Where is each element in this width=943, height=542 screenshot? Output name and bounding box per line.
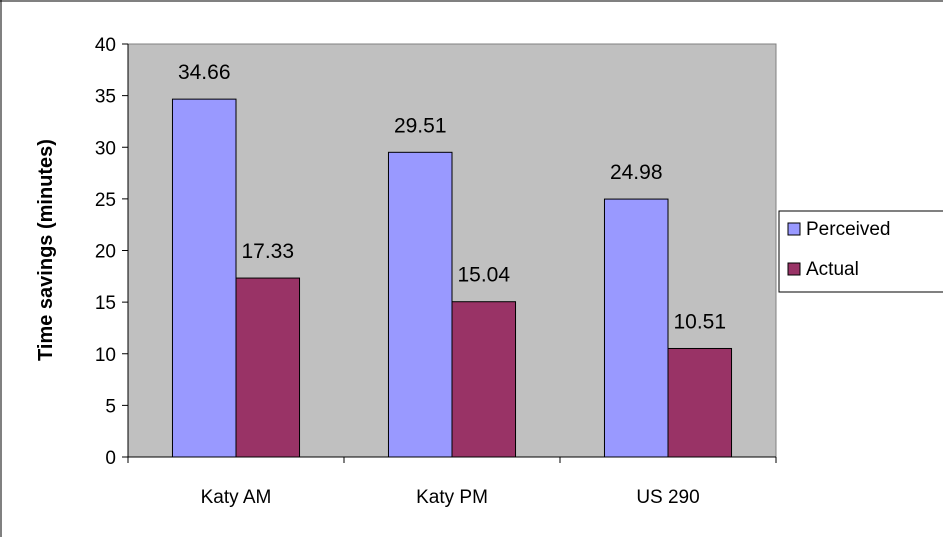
data-label-perceived-1: 29.51 [394,114,447,137]
x-tick-label: Katy PM [416,487,488,508]
y-tick-label: 30 [95,138,116,159]
legend-box [778,210,943,293]
data-label-actual-0: 17.33 [241,240,294,263]
x-axis: Katy AM Katy PM US 290 [127,456,777,508]
y-tick-label: 20 [95,242,116,263]
y-tick-label: 25 [95,190,116,211]
legend-label-perceived: Perceived [806,219,891,240]
x-tick-label: Katy AM [201,487,272,508]
y-tick-label: 10 [95,345,116,366]
data-label-perceived-0: 34.66 [178,61,231,84]
y-tick-label: 5 [105,396,116,417]
bar-perceived-1 [387,151,453,458]
y-tick-label: 40 [95,35,116,56]
legend-swatch-actual [787,262,801,276]
bars [171,98,733,458]
bar-actual-1 [451,301,517,458]
bar-perceived-0 [171,98,237,458]
y-axis-title: Time savings (minutes) [35,139,57,361]
bar-actual-2 [667,347,733,458]
y-tick-label: 35 [95,87,116,108]
bar-perceived-2 [603,198,669,458]
data-label-perceived-2: 24.98 [610,161,663,184]
y-tick-label: 0 [105,448,116,469]
legend-label-actual: Actual [806,259,859,280]
legend-swatch-perceived [787,222,801,236]
legend: Perceived Actual [778,210,943,293]
data-labels: 34.66 29.51 24.98 17.33 15.04 10.51 [178,61,726,333]
data-label-actual-1: 15.04 [457,264,510,287]
x-tick-label: US 290 [636,487,699,508]
data-label-actual-2: 10.51 [673,310,726,333]
y-tick-label: 15 [95,293,116,314]
bar-actual-0 [235,277,301,458]
y-axis: 0 5 10 15 20 25 30 35 40 [95,35,129,469]
